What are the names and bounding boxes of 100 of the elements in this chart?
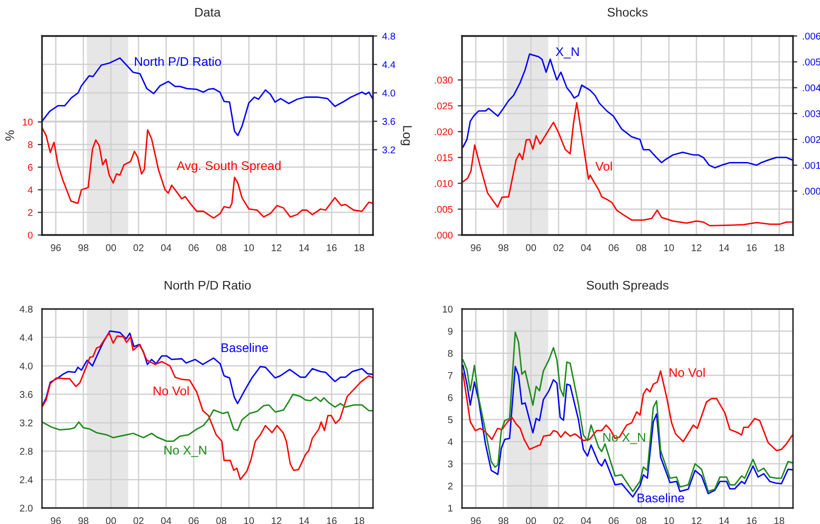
y-tick-label: 6 xyxy=(28,164,33,171)
series-label: X_N xyxy=(556,47,579,58)
x-tick-label: 14 xyxy=(299,517,310,524)
series-label: No X_N xyxy=(164,446,206,457)
x-tick-label: 06 xyxy=(188,517,199,524)
y2-tick-label: 3.2 xyxy=(382,146,396,154)
x-tick-label: 00 xyxy=(106,517,116,524)
x-tick-label: 02 xyxy=(134,517,144,524)
x-tick-label: 06 xyxy=(188,244,199,252)
x-tick-label: 96 xyxy=(50,244,61,252)
x-tick-label: 08 xyxy=(636,244,646,252)
line-series xyxy=(42,332,373,480)
x-tick-label: 12 xyxy=(692,517,702,524)
x-tick-label: 08 xyxy=(216,517,226,524)
chart-title: Shocks xyxy=(608,7,648,17)
x-tick-label: 12 xyxy=(272,517,282,524)
series-label: North P/D Ratio xyxy=(134,56,221,66)
x-tick-label: 04 xyxy=(161,517,172,524)
x-tick-label: 18 xyxy=(354,517,364,524)
y-tick-label: .010 xyxy=(434,180,453,187)
x-tick-label: 00 xyxy=(106,244,116,252)
y-tick-label: .025 xyxy=(434,102,453,110)
y-tick-label: 8 xyxy=(448,350,453,357)
x-tick-label: 04 xyxy=(581,517,592,524)
x-tick-label: 14 xyxy=(299,244,310,252)
x-tick-label: 98 xyxy=(498,517,508,524)
x-tick-label: 10 xyxy=(664,517,674,524)
y2-tick-label: .001 xyxy=(802,162,820,169)
x-tick-label: 98 xyxy=(498,244,508,252)
y-tick-label: .005 xyxy=(434,206,453,213)
y-tick-label: 2 xyxy=(28,209,32,216)
x-tick-label: 02 xyxy=(554,517,564,524)
chart-title: North P/D Ratio xyxy=(164,280,251,290)
y2-tick-label: 4.0 xyxy=(382,90,396,96)
x-tick-label: 10 xyxy=(244,517,254,524)
y-tick-label: 4.4 xyxy=(20,334,33,341)
x-tick-label: 18 xyxy=(354,244,364,252)
line-series xyxy=(462,332,793,492)
series-label: Vol xyxy=(595,162,612,171)
y2-tick-label: 3.6 xyxy=(382,118,396,125)
x-tick-label: 98 xyxy=(78,244,88,252)
y-tick-label: 4.0 xyxy=(20,362,33,370)
y-tick-label: 6 xyxy=(448,394,453,402)
x-tick-label: 16 xyxy=(326,244,337,252)
x-tick-label: 08 xyxy=(636,517,646,524)
y-tick-label: 7 xyxy=(448,372,452,379)
x-tick-label: 96 xyxy=(470,244,481,252)
y2-tick-label: 4.4 xyxy=(382,61,396,68)
chart-title: Data xyxy=(195,8,221,17)
x-tick-label: 16 xyxy=(746,244,757,252)
series-label: Avg. South Spread xyxy=(176,160,281,173)
y-tick-label: 3.2 xyxy=(20,419,32,426)
y-tick-label: 4 xyxy=(448,438,453,446)
x-tick-label: 04 xyxy=(581,244,592,252)
y-tick-label: 1 xyxy=(448,504,452,512)
y-tick-label: 9 xyxy=(448,328,453,335)
x-tick-label: 10 xyxy=(244,244,254,252)
series-label: Baseline xyxy=(222,342,268,352)
x-tick-label: 16 xyxy=(746,517,757,524)
x-tick-label: 10 xyxy=(664,244,674,252)
x-tick-label: 02 xyxy=(554,244,564,252)
series-label: No X_N xyxy=(603,432,646,444)
y-tick-label: 2 xyxy=(448,482,452,490)
x-tick-label: 02 xyxy=(134,244,144,252)
x-tick-label: 06 xyxy=(608,517,619,524)
y-tick-label: 3.6 xyxy=(20,391,33,398)
x-tick-label: 04 xyxy=(161,244,172,252)
series-label: No Vol xyxy=(670,368,705,378)
line-series xyxy=(42,394,373,442)
x-tick-label: 00 xyxy=(526,244,536,252)
x-tick-label: 16 xyxy=(326,517,337,524)
y-tick-label: 4 xyxy=(28,186,33,194)
x-tick-label: 18 xyxy=(774,244,784,252)
x-tick-label: 12 xyxy=(692,244,702,252)
line-series xyxy=(42,57,373,136)
y-tick-label: 10 xyxy=(22,118,33,126)
y-tick-label: 3 xyxy=(448,460,453,468)
line-series xyxy=(42,126,373,219)
x-tick-label: 00 xyxy=(526,517,536,524)
series-label: Baseline xyxy=(638,493,684,502)
y-tick-label: .030 xyxy=(434,76,453,84)
x-tick-label: 14 xyxy=(719,244,730,252)
line-series xyxy=(462,102,793,226)
y2-tick-label: .002 xyxy=(802,136,820,143)
x-tick-label: 98 xyxy=(78,517,88,524)
y-tick-label: .000 xyxy=(434,232,453,239)
x-tick-label: 06 xyxy=(608,244,619,252)
y2-axis-title: Log xyxy=(400,126,412,146)
y-tick-label: 8 xyxy=(28,141,33,148)
y-tick-label: 2.8 xyxy=(20,448,33,455)
y2-tick-label: 4.8 xyxy=(382,32,396,40)
x-tick-label: 96 xyxy=(470,517,481,524)
x-tick-label: 96 xyxy=(50,517,61,524)
y-tick-label: 4.8 xyxy=(20,306,33,313)
x-tick-label: 12 xyxy=(272,244,282,252)
y-tick-label: 2.4 xyxy=(20,476,33,484)
y-tick-label: .015 xyxy=(434,154,453,162)
y-tick-label: 10 xyxy=(442,306,453,313)
series-label: No Vol xyxy=(154,386,189,396)
x-tick-label: 18 xyxy=(774,517,784,524)
